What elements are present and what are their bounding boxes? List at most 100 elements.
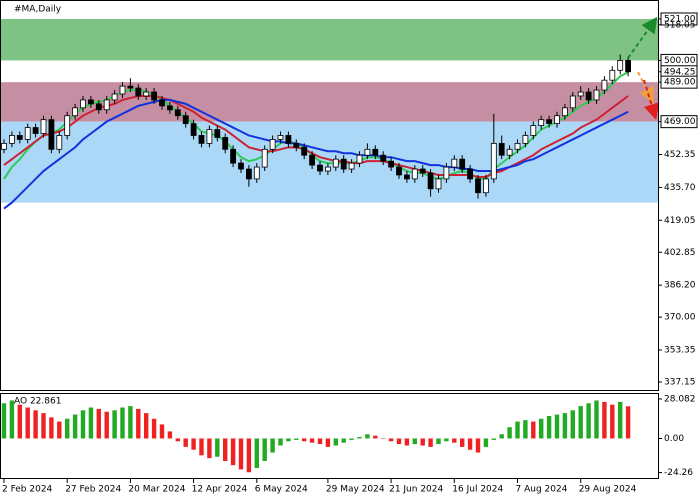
ao-bar	[546, 415, 552, 439]
candle-body	[538, 119, 545, 126]
candle-body	[467, 168, 474, 180]
ao-bar	[41, 413, 46, 439]
candle-body	[482, 178, 489, 194]
ao-bar	[112, 410, 117, 439]
candle-body	[253, 166, 260, 180]
ao-bar	[602, 401, 607, 439]
ao-bar	[396, 438, 402, 445]
projection-arrow	[643, 79, 660, 120]
x-tick-label: 16 Jul 2024	[452, 485, 503, 495]
y-tick-label: 521.00	[664, 14, 696, 24]
candle-body	[1, 142, 7, 150]
level-label-box	[660, 115, 698, 129]
candle-body	[190, 123, 197, 136]
ao-bar	[341, 438, 346, 443]
candle-body	[159, 99, 165, 107]
ao-bar	[286, 438, 291, 442]
candle-body	[301, 146, 308, 156]
candle-body	[80, 99, 86, 109]
candle-body	[119, 85, 126, 95]
candle-body	[396, 166, 402, 176]
candle-body	[380, 154, 387, 162]
ao-bar	[278, 438, 283, 446]
ao-bar	[578, 406, 583, 439]
x-tick-label: 7 Aug 2024	[516, 485, 568, 495]
candle-body	[111, 93, 118, 101]
candle-body	[32, 127, 39, 134]
ao-bar	[246, 438, 252, 473]
candle-body	[174, 109, 181, 117]
candle-body	[522, 135, 529, 144]
candle-body	[451, 158, 458, 168]
candle-body	[293, 142, 300, 148]
x-tick-label: 12 Apr 2024	[192, 485, 248, 495]
ao-bar	[515, 421, 520, 439]
ao-bar	[167, 431, 173, 439]
candle-body	[127, 85, 134, 89]
y-tick-label: 386.20	[664, 281, 696, 291]
candle-body	[546, 119, 552, 125]
candle-body	[214, 129, 221, 138]
ao-bar	[381, 438, 386, 439]
candle-body	[435, 178, 442, 190]
y-tick-label: 452.35	[664, 150, 696, 160]
ao-bar	[388, 438, 394, 442]
candle-body	[490, 142, 497, 180]
candle-body	[403, 174, 410, 180]
x-tick-label: 27 Feb 2024	[65, 485, 121, 495]
y-tick-label: 402.85	[664, 248, 696, 258]
candle-body	[317, 164, 323, 172]
candle-body	[269, 139, 276, 150]
candle-body	[372, 148, 379, 156]
ao-bar	[499, 434, 504, 439]
candle-body	[601, 79, 608, 91]
zone	[1, 82, 658, 122]
ao-bar	[1, 403, 7, 439]
candle-body	[554, 115, 560, 125]
ao-bar	[199, 438, 204, 456]
candle-body	[285, 135, 292, 144]
candle-body	[593, 89, 600, 101]
candle-body	[143, 91, 150, 97]
ao-bar	[467, 438, 473, 450]
candle-body	[459, 158, 466, 170]
ao-bar	[262, 438, 267, 461]
ao-bar	[223, 438, 228, 461]
candle-body	[609, 69, 616, 81]
candle-body	[261, 148, 268, 168]
candle-body	[340, 158, 347, 170]
candle-body	[135, 87, 142, 97]
ao-bar	[373, 435, 378, 439]
ao-bar	[88, 407, 94, 439]
ao-bar	[33, 410, 38, 439]
ao-bar	[357, 437, 362, 439]
candle-body	[277, 135, 284, 140]
candle-body	[585, 91, 592, 101]
candle-body	[8, 135, 15, 144]
ao-bar	[128, 406, 133, 439]
ao-bar	[25, 407, 30, 439]
candle-body	[411, 168, 418, 180]
ma-line	[3, 98, 629, 210]
ao-bar	[215, 438, 220, 457]
candle-body	[151, 91, 158, 101]
ao-bar	[136, 408, 141, 439]
x-tick-label: 6 May 2024	[255, 485, 308, 495]
y-tick-label: 435.70	[664, 183, 696, 193]
ao-bar	[104, 411, 109, 439]
candle-body	[332, 158, 339, 168]
ao-bar	[610, 404, 615, 439]
ao-bar	[207, 438, 212, 459]
x-tick-label: 21 Jun 2024	[389, 485, 443, 495]
candle-body	[56, 135, 63, 150]
y-tick-label: 28.082	[664, 394, 696, 404]
ao-bar	[365, 434, 370, 439]
candle-body	[617, 60, 624, 71]
ao-bar	[452, 438, 457, 443]
chart-title: #MA,Daily	[14, 5, 62, 15]
ao-bar	[586, 403, 591, 439]
candle-body	[514, 142, 521, 150]
ao-bar	[49, 417, 54, 439]
x-tick-label: 29 May 2024	[326, 485, 385, 495]
ao-bar	[562, 413, 568, 439]
